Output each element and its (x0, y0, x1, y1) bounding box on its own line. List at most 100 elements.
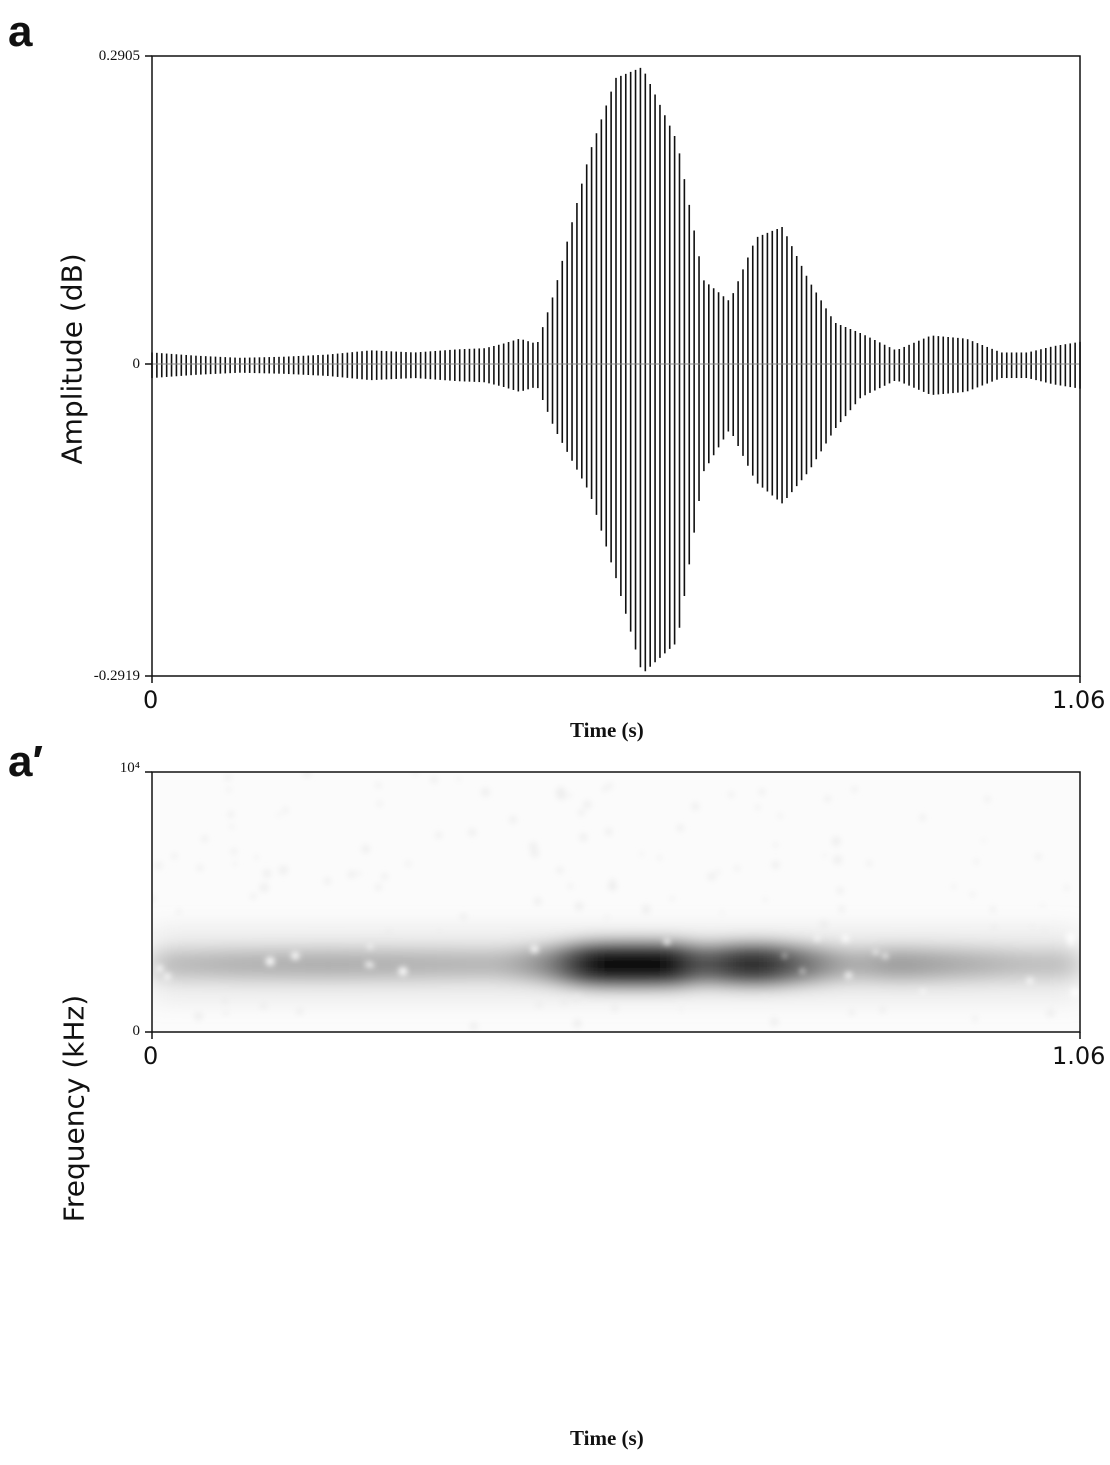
spectrogram-speckle-dot (984, 796, 991, 803)
spectrogram-speckle-dot (831, 836, 842, 847)
spectrogram-speckle-dot (156, 965, 164, 972)
spectrogram-speckle-dot (971, 1015, 979, 1022)
spectrogram-speckle-dot (1035, 853, 1042, 860)
spectrogram-speckle-dot (456, 777, 461, 782)
spectrogram-cell (243, 950, 254, 979)
spectrogram-cell (963, 949, 973, 979)
spectrogram-cell (529, 948, 540, 980)
spectrogram-cell (932, 949, 942, 980)
panel-a-frame (151, 55, 1081, 677)
spectrogram-cell (916, 949, 927, 980)
panel-a2-xtick-end: 1.06 (1052, 1042, 1106, 1070)
spectrogram-cell (166, 950, 177, 979)
panel-a2-label: a′ (8, 737, 44, 786)
spectrogram-speckle-dot (920, 988, 926, 994)
panel-a-ytick-bottom: -0.2919 (93, 668, 140, 684)
spectrogram-speckle-dot (610, 878, 616, 884)
spectrogram-speckle-dot (221, 996, 229, 1005)
spectrogram-speckle-dot (663, 938, 671, 945)
spectrogram-speckle-dot (164, 973, 171, 980)
panel-a-xtick-start: 0 (143, 686, 159, 714)
spectrogram-cell (993, 950, 1004, 979)
spectrogram-speckle-dot (604, 915, 610, 921)
spectrogram-cell (406, 950, 416, 979)
spectrogram-cell (1032, 950, 1043, 979)
spectrogram-cell (197, 950, 208, 979)
spectrogram-speckle-dot (981, 838, 986, 843)
spectrogram-cell (158, 950, 169, 979)
panel-a2-xlabel: Time (s) (570, 1426, 644, 1450)
spectrogram-speckle-dot (919, 815, 926, 822)
spectrogram-cell (738, 944, 749, 985)
spectrogram-cell (839, 949, 849, 980)
spectrogram-cell (947, 949, 958, 980)
spectrogram-cell (692, 945, 703, 983)
spectrogram-cell (746, 944, 757, 985)
spectrogram-speckle-dot (381, 873, 389, 880)
spectrogram-speckle-dot (1070, 988, 1080, 997)
spectrogram-speckle-dot (223, 1010, 229, 1016)
spectrogram-speckle-dot (777, 813, 783, 819)
spectrogram-cell (1001, 950, 1012, 979)
spectrogram-speckle-dot (530, 945, 539, 953)
spectrogram-cell (669, 942, 679, 986)
spectrogram-speckle-dot (836, 886, 844, 895)
spectrogram-cell (901, 949, 911, 980)
spectrogram-cell (429, 950, 440, 979)
spectrogram-cell (282, 949, 293, 979)
spectrogram-speckle-dot (405, 860, 412, 867)
spectrogram-cell (336, 949, 347, 979)
spectrogram-cell (576, 944, 587, 985)
spectrogram-speckle-dot (707, 872, 716, 881)
spectrogram-speckle-dot (480, 787, 491, 797)
spectrogram-cell (661, 942, 672, 986)
spectrogram-speckle-dot (530, 848, 540, 858)
spectrogram-cell (328, 949, 339, 979)
spectrogram-speckle-dot (435, 831, 443, 839)
spectrogram-cell (707, 946, 718, 983)
spectrogram-cell (645, 942, 656, 987)
spectrogram-speckle-dot (229, 824, 235, 830)
waveform-plot (145, 55, 1081, 683)
spectrogram-speckle-dot (374, 883, 382, 891)
spectrogram-cell (220, 950, 231, 979)
spectrogram-speckle-dot (715, 869, 721, 875)
spectrogram-speckle-dot (758, 788, 766, 796)
spectrogram-cell (359, 949, 370, 979)
spectrogram-speckle-dot (226, 787, 232, 793)
spectrogram-cell (1017, 950, 1027, 979)
spectrogram-speckle-dot (230, 848, 238, 855)
spectrogram-cell (522, 949, 532, 980)
spectrogram-cell (599, 942, 610, 987)
spectrogram-speckle-dot (357, 871, 362, 876)
spectrogram-speckle-dot (602, 785, 609, 792)
spectrogram-cell (228, 950, 239, 979)
spectrogram-cell (205, 950, 215, 979)
spectrogram-cell (584, 943, 594, 986)
spectrogram-cell (978, 950, 989, 979)
spectrogram-cell (893, 949, 904, 980)
spectrogram-cell (152, 950, 161, 979)
spectrogram-cell (769, 944, 780, 985)
spectrogram-speckle-dot (259, 882, 269, 893)
spectrogram-cell (777, 945, 788, 984)
spectrogram-cell (274, 950, 285, 979)
spectrogram-speckle-dot (879, 1006, 887, 1014)
spectrogram-cell (854, 949, 865, 979)
spectrogram-speckle-dot (437, 929, 442, 935)
spectrogram-speckle-dot (385, 928, 393, 936)
spectrogram-cell (452, 950, 463, 979)
spectrogram-cell (591, 942, 602, 986)
spectrogram-cell (1009, 950, 1020, 979)
spectrogram-cell (924, 949, 935, 980)
spectrogram-speckle-dot (604, 827, 613, 836)
spectrogram-cell (437, 950, 447, 979)
spectrogram-speckle-dot (1068, 940, 1074, 946)
panel-a2-xtick-start: 0 (143, 1042, 159, 1070)
spectrogram-cell (986, 950, 996, 979)
spectrogram-speckle-dot (882, 953, 889, 959)
spectrogram-speckle-dot (152, 895, 156, 903)
spectrogram-cell (568, 944, 579, 984)
spectrogram-cell (970, 950, 981, 979)
spectrogram-speckle-dot (610, 1003, 619, 1012)
